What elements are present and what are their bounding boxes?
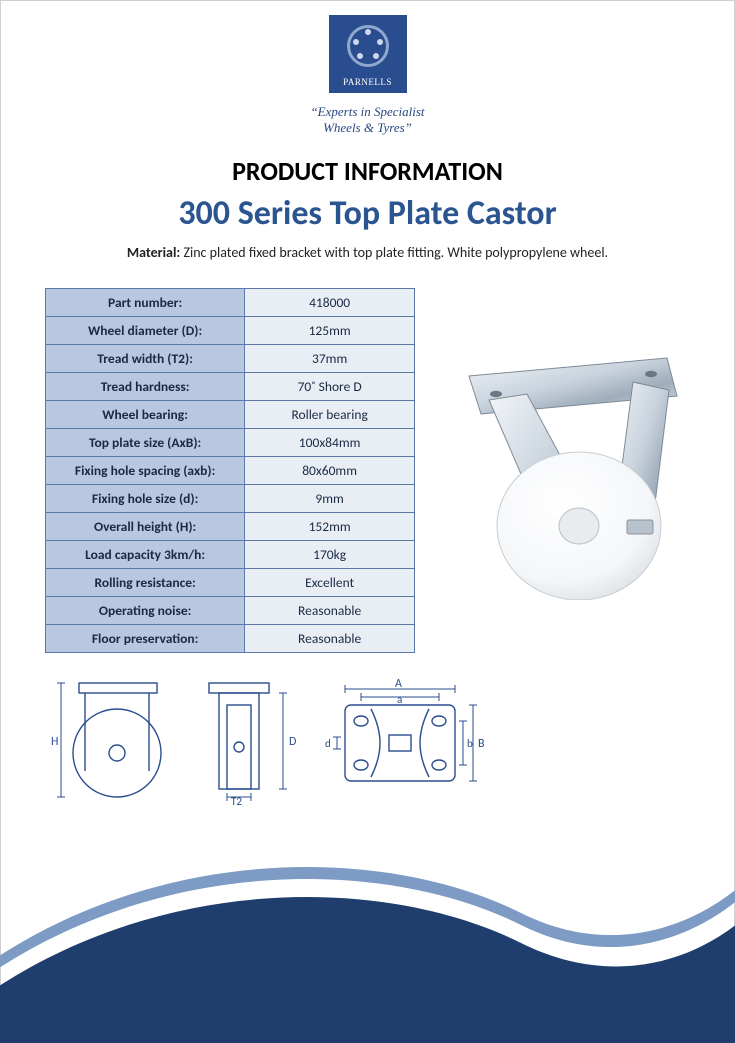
material-label: Material: (127, 244, 180, 261)
table-row: Rolling resistance:Excellent (46, 568, 415, 596)
table-row: Tread width (T2):37mm (46, 344, 415, 372)
table-row: Part number:418000 (46, 288, 415, 316)
spec-label: Rolling resistance: (46, 568, 245, 596)
spec-label: Fixing hole spacing (axb): (46, 456, 245, 484)
diagram-label-d: d (325, 737, 331, 750)
table-row: Tread hardness:70˚ Shore D (46, 372, 415, 400)
spec-value: 170kg (245, 540, 415, 568)
table-row: Overall height (H):152mm (46, 512, 415, 540)
castor-photo-illustration (451, 340, 686, 600)
spec-value: Reasonable (245, 624, 415, 652)
spec-value: Reasonable (245, 596, 415, 624)
spec-value: 152mm (245, 512, 415, 540)
table-row: Wheel bearing:Roller bearing (46, 400, 415, 428)
diagram-side-h: H (49, 675, 169, 805)
table-row: Top plate size (AxB):100x84mm (46, 428, 415, 456)
spec-value: Excellent (245, 568, 415, 596)
table-row: Wheel diameter (D):125mm (46, 316, 415, 344)
spec-label: Wheel diameter (D): (46, 316, 245, 344)
spec-label: Tread hardness: (46, 372, 245, 400)
spec-label: Fixing hole size (d): (46, 484, 245, 512)
spec-value: 9mm (245, 484, 415, 512)
table-row: Load capacity 3km/h:170kg (46, 540, 415, 568)
table-row: Fixing hole spacing (axb):80x60mm (46, 456, 415, 484)
spec-table: Part number:418000 Wheel diameter (D):12… (45, 288, 415, 653)
spec-value: 80x60mm (245, 456, 415, 484)
brand-name: PARNELLS (329, 77, 407, 87)
diagram-label-a: a (397, 693, 402, 706)
technical-diagrams: H D T2 (1, 675, 734, 805)
product-title: 300 Series Top Plate Castor (1, 193, 734, 234)
spec-label: Part number: (46, 288, 245, 316)
diagram-front-d-t2: D T2 (191, 675, 301, 805)
material-text: Zinc plated fixed bracket with top plate… (183, 244, 608, 261)
spec-label: Tread width (T2): (46, 344, 245, 372)
diagram-label-h: H (51, 735, 58, 749)
spec-value: 100x84mm (245, 428, 415, 456)
brand-tagline: “Experts in Specialist Wheels & Tyres” (1, 104, 734, 137)
table-row: Floor preservation:Reasonable (46, 624, 415, 652)
spec-tbody: Part number:418000 Wheel diameter (D):12… (46, 288, 415, 652)
spec-label: Overall height (H): (46, 512, 245, 540)
diagram-plate-plan: A a B b d (323, 675, 493, 805)
spec-label: Wheel bearing: (46, 400, 245, 428)
spec-value: 125mm (245, 316, 415, 344)
spec-value: 418000 (245, 288, 415, 316)
diagram-label-t2: T2 (231, 795, 242, 805)
spec-label: Top plate size (AxB): (46, 428, 245, 456)
brand-header: PARNELLS “Experts in Specialist Wheels &… (1, 1, 734, 137)
diagram-label-A: A (395, 677, 402, 691)
spec-label: Floor preservation: (46, 624, 245, 652)
product-photo (443, 288, 694, 653)
spec-value: Roller bearing (245, 400, 415, 428)
diagram-label-B: B (478, 737, 485, 751)
table-row: Fixing hole size (d):9mm (46, 484, 415, 512)
content-row: Part number:418000 Wheel diameter (D):12… (1, 288, 734, 653)
page-title: PRODUCT INFORMATION (1, 155, 734, 187)
spec-label: Load capacity 3km/h: (46, 540, 245, 568)
table-row: Operating noise:Reasonable (46, 596, 415, 624)
material-description: Material: Zinc plated fixed bracket with… (1, 244, 734, 262)
spec-value: 37mm (245, 344, 415, 372)
decorative-swoosh (0, 783, 735, 1043)
diagram-label-b: b (467, 737, 473, 750)
diagram-label-d: D (289, 735, 296, 749)
spec-value: 70˚ Shore D (245, 372, 415, 400)
brand-logo: PARNELLS (329, 15, 407, 93)
spec-label: Operating noise: (46, 596, 245, 624)
